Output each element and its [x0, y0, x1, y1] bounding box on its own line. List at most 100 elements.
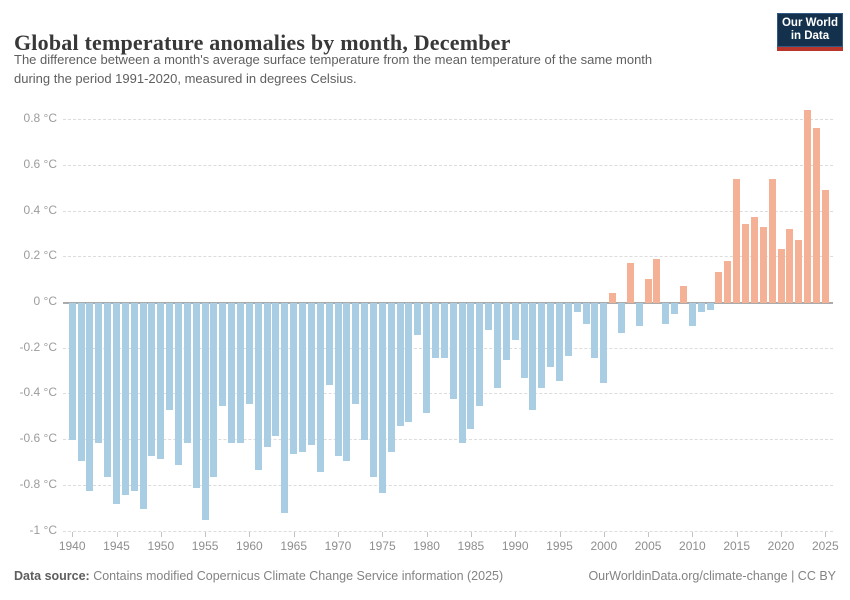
y-gridline: [63, 347, 833, 349]
bar-1984[interactable]: [458, 303, 466, 443]
bar-1994[interactable]: [547, 303, 555, 368]
bar-1964[interactable]: [281, 303, 289, 514]
bar-1953[interactable]: [183, 303, 191, 443]
bar-1998[interactable]: [582, 303, 590, 324]
x-tick-mark: [205, 531, 207, 537]
bar-1947[interactable]: [130, 303, 138, 491]
bar-2002[interactable]: [618, 303, 626, 333]
bar-1944[interactable]: [104, 303, 112, 477]
bar-1985[interactable]: [467, 303, 475, 429]
bar-1968[interactable]: [316, 303, 324, 473]
bar-1943[interactable]: [95, 303, 103, 443]
bar-1980[interactable]: [423, 303, 431, 413]
bar-1970[interactable]: [334, 303, 342, 457]
x-tick-mark: [72, 531, 74, 537]
bar-1962[interactable]: [263, 303, 271, 448]
bar-2000[interactable]: [600, 303, 608, 384]
bar-2015[interactable]: [733, 178, 741, 303]
bar-1995[interactable]: [556, 303, 563, 381]
bar-1977[interactable]: [396, 303, 404, 427]
bar-1992[interactable]: [529, 303, 537, 411]
bar-1967[interactable]: [307, 303, 315, 445]
bar-2004[interactable]: [635, 303, 643, 326]
bar-2009[interactable]: [680, 285, 688, 303]
bar-2022[interactable]: [795, 240, 803, 303]
bar-1945[interactable]: [113, 303, 120, 505]
bar-1978[interactable]: [405, 303, 413, 422]
bar-1958[interactable]: [228, 303, 236, 443]
bar-1963[interactable]: [272, 303, 280, 436]
bar-2005[interactable]: [644, 279, 652, 303]
bar-1983[interactable]: [449, 303, 457, 400]
bar-1972[interactable]: [352, 303, 360, 404]
bar-1952[interactable]: [175, 303, 183, 466]
bar-2001[interactable]: [609, 292, 617, 303]
bar-1941[interactable]: [77, 303, 85, 461]
bar-1951[interactable]: [166, 303, 174, 411]
bar-2016[interactable]: [742, 224, 750, 303]
bar-1940[interactable]: [68, 303, 76, 441]
x-tick-mark: [293, 531, 295, 537]
bar-1946[interactable]: [121, 303, 129, 496]
bar-1960[interactable]: [245, 303, 253, 404]
bar-1979[interactable]: [414, 303, 422, 336]
bar-2020[interactable]: [777, 249, 785, 303]
bar-1969[interactable]: [325, 303, 333, 386]
x-tick-label: 2015: [723, 538, 751, 553]
bar-1957[interactable]: [219, 303, 227, 406]
bar-1966[interactable]: [299, 303, 307, 452]
bar-1974[interactable]: [369, 303, 377, 477]
bar-2003[interactable]: [626, 263, 634, 303]
bar-2023[interactable]: [804, 109, 812, 303]
bar-1956[interactable]: [210, 303, 218, 477]
bar-1950[interactable]: [157, 303, 165, 459]
bar-2025[interactable]: [821, 189, 829, 303]
x-tick-label: 1965: [280, 538, 308, 553]
x-tick-mark: [692, 531, 694, 537]
bar-1949[interactable]: [148, 303, 156, 457]
data-source-note: Data source: Contains modified Copernicu…: [14, 569, 503, 583]
bar-2017[interactable]: [750, 217, 758, 303]
owid-link[interactable]: OurWorldinData.org/climate-change | CC B…: [588, 569, 836, 583]
owid-logo[interactable]: Our World in Data: [777, 13, 843, 51]
bar-2012[interactable]: [706, 303, 714, 310]
bar-2024[interactable]: [812, 128, 820, 303]
bar-1971[interactable]: [343, 303, 351, 461]
bar-1955[interactable]: [201, 303, 209, 521]
bar-2014[interactable]: [724, 260, 732, 303]
bar-2011[interactable]: [697, 303, 705, 313]
bar-1986[interactable]: [476, 303, 484, 406]
bar-1965[interactable]: [290, 303, 298, 454]
bar-1959[interactable]: [237, 303, 245, 443]
bar-1987[interactable]: [485, 303, 493, 331]
bar-2021[interactable]: [786, 228, 794, 303]
bar-2006[interactable]: [653, 258, 661, 303]
bar-2013[interactable]: [715, 272, 723, 303]
bar-2018[interactable]: [759, 226, 767, 303]
bar-2007[interactable]: [662, 303, 670, 324]
bar-1981[interactable]: [431, 303, 439, 358]
bar-1975[interactable]: [378, 303, 386, 493]
bar-1993[interactable]: [538, 303, 546, 388]
bar-1990[interactable]: [511, 303, 519, 340]
y-gridline: [63, 164, 833, 166]
bar-2008[interactable]: [671, 303, 679, 315]
x-tick-mark: [116, 531, 118, 537]
bar-1948[interactable]: [139, 303, 147, 509]
bar-1973[interactable]: [361, 303, 369, 441]
bar-1954[interactable]: [192, 303, 200, 489]
bar-1997[interactable]: [573, 303, 581, 313]
bar-1989[interactable]: [502, 303, 510, 361]
bar-2019[interactable]: [768, 178, 776, 303]
bar-1942[interactable]: [86, 303, 94, 491]
bar-2010[interactable]: [688, 303, 696, 326]
bar-1961[interactable]: [254, 303, 262, 470]
chart-footer: Data source: Contains modified Copernicu…: [14, 569, 836, 583]
bar-1999[interactable]: [591, 303, 599, 358]
bar-1976[interactable]: [387, 303, 395, 452]
bar-1991[interactable]: [520, 303, 528, 379]
bar-1982[interactable]: [440, 303, 448, 358]
y-gridline: [63, 439, 833, 441]
bar-1996[interactable]: [564, 303, 572, 356]
bar-1988[interactable]: [493, 303, 501, 388]
